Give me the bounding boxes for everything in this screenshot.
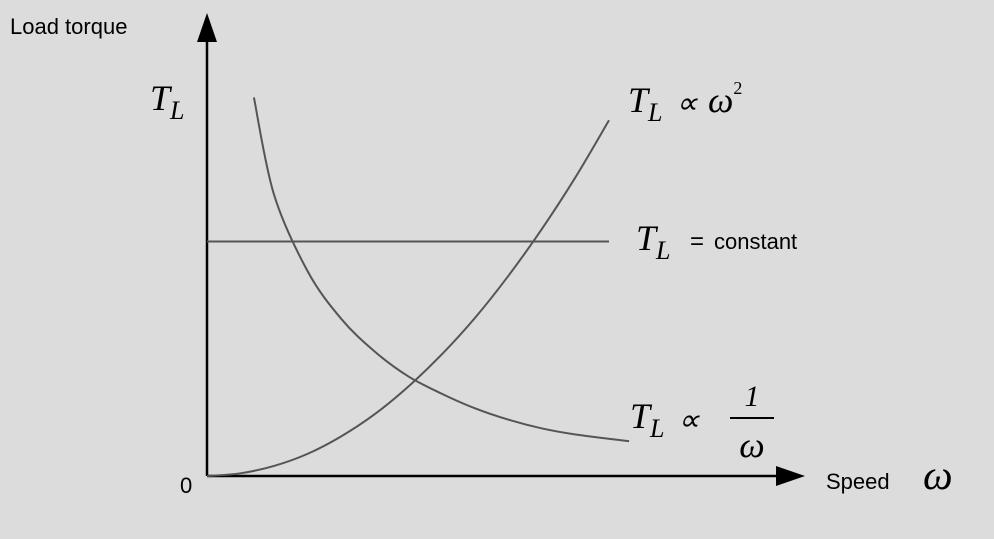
y-axis-symbol: TL (150, 78, 185, 125)
x-axis-symbol: ω (923, 453, 953, 499)
svg-text:TL: TL (628, 80, 663, 127)
constant-label-relation: = (690, 228, 704, 255)
square-label-sup: 2 (733, 78, 742, 98)
square-label-relation: ∝ (676, 87, 698, 120)
y-axis-label: Load torque (10, 14, 127, 39)
inverse-label-sub: L (649, 414, 664, 443)
y-axis-arrow (197, 13, 217, 42)
square-label-omega: ω (708, 80, 733, 120)
curve-square-law (206, 119, 610, 477)
square-label-t: T (628, 80, 651, 120)
inverse-label-num: 1 (745, 380, 760, 413)
constant-label-t: T (636, 218, 659, 258)
x-axis-label: Speed (826, 469, 890, 494)
inverse-label-relation: ∝ (678, 404, 700, 437)
series-label-constant: TL = constant (636, 218, 797, 265)
x-axis-arrow (776, 466, 805, 486)
curves (206, 97, 630, 477)
curve-inverse (252, 97, 630, 443)
series-label-square: TL ∝ ω2 (628, 78, 742, 127)
constant-label-text: constant (714, 229, 797, 254)
y-axis-symbol-sub: L (169, 96, 184, 125)
inverse-label-t: T (630, 396, 653, 436)
y-axis-symbol-main: T (150, 78, 173, 118)
svg-text:TL: TL (636, 218, 671, 265)
origin-label: 0 (180, 473, 192, 498)
series-label-inverse: TL ∝ 1 ω (630, 380, 774, 465)
svg-text:TL: TL (630, 396, 665, 443)
svg-text:ω2: ω2 (708, 78, 742, 120)
constant-label-sub: L (655, 236, 670, 265)
inverse-label-den: ω (739, 425, 764, 465)
square-label-sub: L (647, 98, 662, 127)
